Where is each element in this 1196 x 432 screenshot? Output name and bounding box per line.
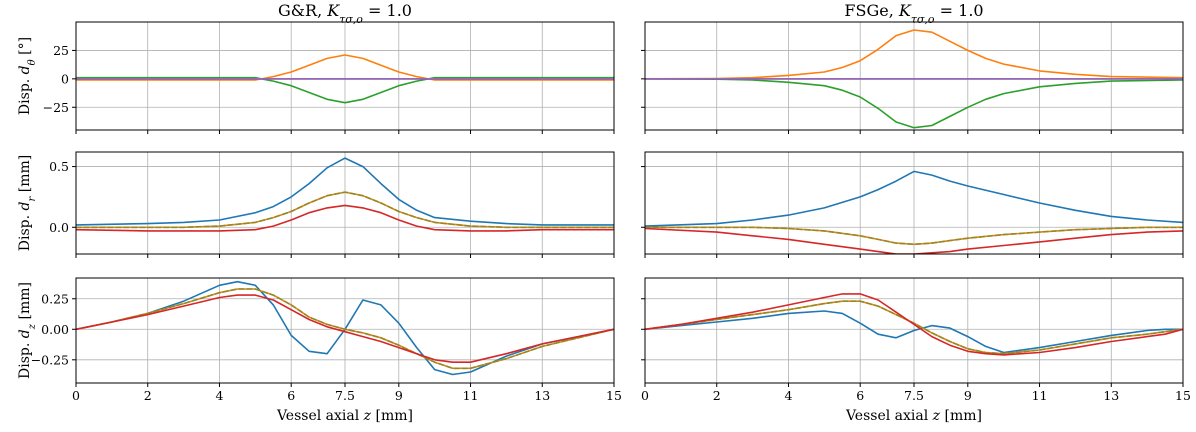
- panel-mid-right: [641, 151, 1184, 258]
- x-tick-label: 7.5: [335, 388, 355, 403]
- x-axis-label: Vessel axial z [mm]: [276, 408, 413, 424]
- panel-mid-left: 0.0 0.5 Disp. dr [mm]: [17, 151, 615, 258]
- x-tick-label: 9: [964, 388, 972, 403]
- y-tick-label: −25: [43, 100, 69, 115]
- y-axis-label: Disp. dr [mm]: [17, 155, 38, 251]
- series-line-4: [645, 293, 1183, 356]
- series-line-3: [645, 300, 1183, 355]
- panel-top-right: FSGe, Kτσ,o = 1.0: [641, 1, 1184, 134]
- series-line-3: [76, 191, 614, 229]
- x-tick-label: 6: [856, 388, 864, 403]
- y-tick-label: 0.00: [41, 322, 69, 337]
- series-line-4: [76, 294, 614, 363]
- x-tick-label: 11: [1032, 388, 1048, 403]
- panel-top-left: −25 0 25 Disp. dθ [°] G&R, Kτσ,o = 1.0: [17, 1, 615, 134]
- x-tick-label: 15: [1175, 388, 1191, 403]
- y-tick-label: 0.0: [49, 220, 69, 235]
- series-line-1: [76, 54, 614, 81]
- panel-title: G&R, Kτσ,o = 1.0: [278, 1, 412, 26]
- series-line-2: [645, 78, 1183, 129]
- x-tick-label: 0: [641, 388, 649, 403]
- series-line-2: [76, 76, 614, 104]
- panel-title: FSGe, Kτσ,o = 1.0: [844, 1, 983, 26]
- x-tick-label: 4: [784, 388, 792, 403]
- series-line-4: [76, 204, 614, 232]
- series-line-1: [76, 157, 614, 226]
- y-tick-label: −0.25: [31, 352, 69, 367]
- series-line-1: [645, 29, 1183, 80]
- x-tick-label: 2: [144, 388, 152, 403]
- series-line-3: [76, 288, 614, 370]
- y-tick-label: 25: [53, 43, 69, 58]
- y-axis-label: Disp. dθ [°]: [17, 37, 38, 115]
- series-line-3: [645, 226, 1183, 246]
- x-tick-label: 4: [215, 388, 223, 403]
- x-tick-label: 6: [287, 388, 295, 403]
- series-line-4: [645, 227, 1183, 254]
- y-tick-label: 0.5: [49, 159, 69, 174]
- y-axis-label: Disp. dz [mm]: [17, 282, 38, 379]
- x-tick-label: 2: [713, 388, 721, 403]
- x-axis-label: Vessel axial z [mm]: [845, 408, 982, 424]
- x-tick-label: 13: [534, 388, 550, 403]
- x-tick-label: 13: [1103, 388, 1119, 403]
- y-tick-label: 0.25: [41, 291, 69, 306]
- x-tick-label: 9: [395, 388, 403, 403]
- series-line-1: [645, 170, 1183, 227]
- x-tick-label: 11: [463, 388, 479, 403]
- y-tick-label: 0: [61, 71, 69, 86]
- x-tick-label: 0: [72, 388, 80, 403]
- x-tick-label: 15: [606, 388, 622, 403]
- x-tick-label: 7.5: [904, 388, 924, 403]
- panel-bottom-right: 0 2 4 6 7.5 9 11 13 15 Vessel axial z [mm]: [641, 277, 1191, 424]
